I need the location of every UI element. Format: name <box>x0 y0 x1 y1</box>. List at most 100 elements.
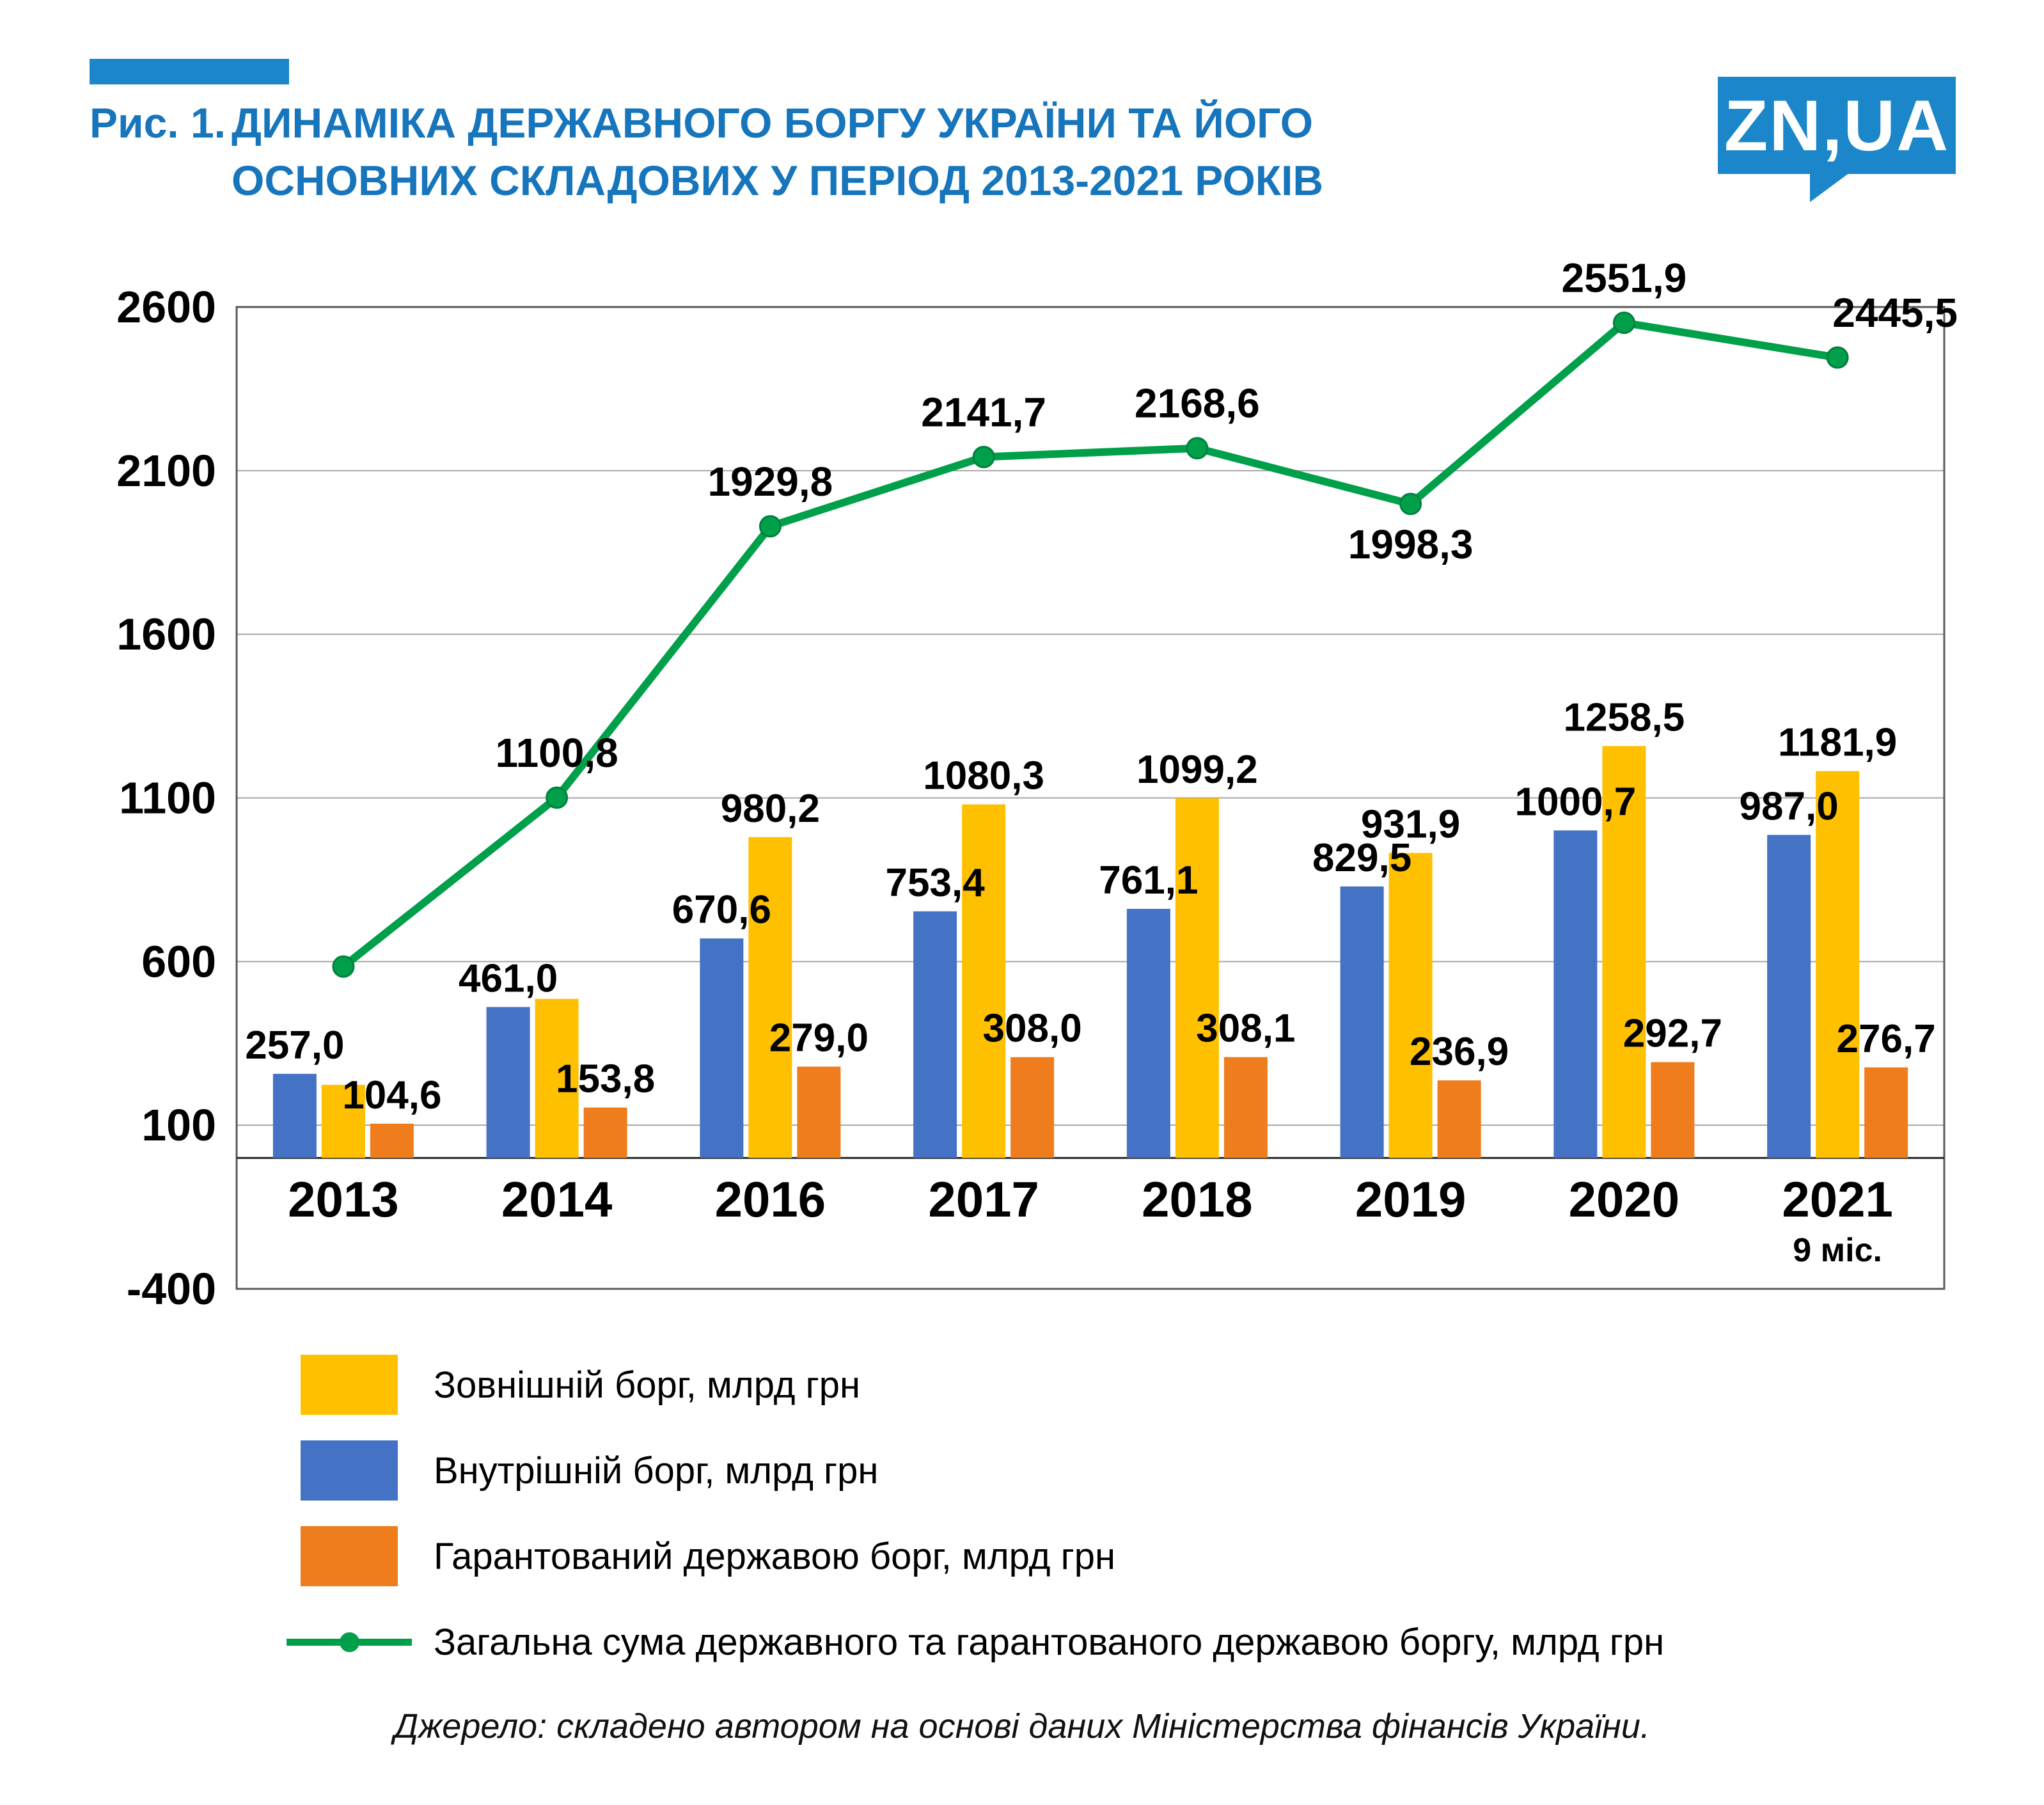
legend-color-swatch <box>301 1355 398 1415</box>
line-marker-2013 <box>332 955 355 978</box>
bar-label-internal-2021: 987,0 <box>1740 784 1839 828</box>
line-marker-2014 <box>546 786 569 809</box>
bar-internal-2014 <box>486 1007 530 1158</box>
bar-label-internal-2016: 670,6 <box>672 888 771 932</box>
bar-guaranteed-2021 <box>1864 1067 1908 1158</box>
bar-label-guaranteed-2014: 153,8 <box>556 1057 655 1101</box>
y-tick-label: 1100 <box>119 773 216 823</box>
accent-bar <box>90 59 289 84</box>
bar-external-2019 <box>1388 853 1433 1158</box>
bar-guaranteed-2017 <box>1010 1057 1055 1158</box>
x-category-label-2016: 2016 <box>715 1171 826 1227</box>
legend-label: Зовнішній борг, млрд грн <box>434 1364 861 1406</box>
bar-external-2013 <box>321 1085 365 1158</box>
bar-external-2014 <box>535 998 579 1158</box>
bar-label-internal-2013: 257,0 <box>245 1023 344 1068</box>
bar-label-external-2020: 1258,5 <box>1564 695 1685 739</box>
line-label-2017: 2141,7 <box>921 389 1046 435</box>
y-tick-label: 2600 <box>116 282 216 332</box>
bar-internal-2017 <box>913 911 957 1158</box>
legend: Зовнішній борг, млрд грн Внутрішній борг,… <box>287 1355 1665 1672</box>
bar-internal-2019 <box>1340 886 1384 1158</box>
legend-color-swatch <box>301 1440 398 1501</box>
source-note: Джерело: складено автором на основі дани… <box>394 1707 1650 1746</box>
bar-guaranteed-2016 <box>797 1066 841 1158</box>
bar-label-internal-2014: 461,0 <box>459 956 558 1000</box>
legend-label: Гарантований державою борг, млрд грн <box>434 1535 1116 1577</box>
x-category-label-2013: 2013 <box>288 1171 399 1227</box>
bar-label-internal-2017: 753,4 <box>886 861 986 905</box>
legend-label: Загальна сума державного та гарантованог… <box>434 1621 1665 1663</box>
y-tick-label: 1600 <box>116 610 216 659</box>
title-line-2: ОСНОВНИХ СКЛАДОВИХ У ПЕРІОД 2013-2021 РО… <box>232 156 1324 204</box>
bar-internal-2020 <box>1553 830 1598 1158</box>
title-text-1: ДИНАМІКА ДЕРЖАВНОГО БОРГУ УКРАЇНИ ТА ЙОГ… <box>232 99 1314 146</box>
bar-guaranteed-2013 <box>370 1123 414 1158</box>
bar-label-guaranteed-2019: 236,9 <box>1410 1030 1509 1074</box>
total-debt-line <box>339 319 1842 971</box>
bar-internal-2013 <box>272 1073 317 1158</box>
bar-guaranteed-2020 <box>1651 1062 1695 1158</box>
bar-external-2021 <box>1816 771 1860 1158</box>
legend-label: Внутрішній борг, млрд грн <box>434 1449 879 1492</box>
bar-internal-2018 <box>1126 908 1170 1158</box>
znua-logo-text: ZN,UA <box>1724 85 1950 166</box>
line-marker-2019 <box>1399 493 1422 516</box>
title-line-1: Рис. 1. ДИНАМІКА ДЕРЖАВНОГО БОРГУ УКРАЇНИ… <box>90 95 1323 152</box>
line-marker-2016 <box>759 515 782 538</box>
y-tick-label: 600 <box>141 936 216 986</box>
line-marker-2018 <box>1186 437 1209 460</box>
x-category-label-2017: 2017 <box>928 1171 1039 1227</box>
znua-logo-tail <box>1810 173 1850 202</box>
line-label-2019: 1998,3 <box>1348 521 1474 567</box>
legend-item: Гарантований державою борг, млрд грн <box>301 1526 1664 1586</box>
bar-label-external-2018: 1099,2 <box>1136 748 1258 792</box>
bar-internal-2021 <box>1767 835 1811 1158</box>
line-label-2016: 1929,8 <box>708 459 833 505</box>
x-category-label-2021: 2021 <box>1782 1171 1893 1227</box>
x-category-label-2014: 2014 <box>501 1171 613 1227</box>
legend-color-swatch <box>301 1526 398 1586</box>
bar-label-guaranteed-2013: 104,6 <box>342 1073 441 1117</box>
legend-item: Зовнішній борг, млрд грн <box>301 1355 1664 1415</box>
bar-label-external-2016: 980,2 <box>721 787 820 831</box>
x-category-label-2019: 2019 <box>1355 1171 1466 1227</box>
y-tick-label: 2100 <box>116 446 216 496</box>
bar-label-guaranteed-2016: 279,0 <box>769 1016 869 1060</box>
bar-label-guaranteed-2020: 292,7 <box>1623 1012 1722 1056</box>
bar-label-internal-2018: 761,1 <box>1099 858 1198 902</box>
x-category-sub-label: 9 міс. <box>1793 1232 1882 1269</box>
plot-border <box>235 306 1946 1290</box>
line-label-2021: 2445,5 <box>1832 290 1958 336</box>
line-marker-2017 <box>972 445 995 468</box>
bar-label-external-2021: 1181,9 <box>1778 721 1897 765</box>
legend-item: Внутрішній борг, млрд грн <box>301 1440 1664 1501</box>
znua-logo[interactable]: ZN,UA <box>1718 77 1956 174</box>
bar-label-guaranteed-2018: 308,1 <box>1196 1007 1295 1051</box>
bar-external-2020 <box>1602 746 1646 1158</box>
bar-label-internal-2019: 829,5 <box>1312 836 1411 880</box>
bar-internal-2016 <box>700 938 744 1158</box>
bar-label-guaranteed-2017: 308,0 <box>983 1007 1082 1051</box>
line-label-2020: 2551,9 <box>1562 255 1687 301</box>
legend-item: Загальна сума державного та гарантованог… <box>287 1612 1665 1672</box>
x-category-label-2020: 2020 <box>1569 1171 1680 1227</box>
bar-label-internal-2020: 1000,7 <box>1515 780 1637 824</box>
bar-guaranteed-2014 <box>583 1107 627 1158</box>
bar-label-external-2017: 1080,3 <box>923 754 1044 798</box>
bar-label-guaranteed-2021: 276,7 <box>1837 1017 1936 1061</box>
x-category-label-2018: 2018 <box>1142 1171 1253 1227</box>
legend-line-swatch <box>287 1612 412 1672</box>
bar-guaranteed-2018 <box>1223 1057 1268 1158</box>
line-label-2018: 2168,6 <box>1135 381 1260 427</box>
y-tick-label: -400 <box>127 1264 216 1314</box>
line-marker-2021 <box>1826 346 1849 369</box>
line-marker-2020 <box>1612 311 1635 335</box>
line-label-2014: 1100,8 <box>496 730 618 776</box>
bar-label-external-2019: 931,9 <box>1361 803 1460 847</box>
bar-external-2017 <box>962 804 1006 1158</box>
figure-number: Рис. 1. <box>90 99 226 146</box>
y-tick-label: 100 <box>141 1100 216 1150</box>
bar-external-2018 <box>1175 798 1219 1158</box>
